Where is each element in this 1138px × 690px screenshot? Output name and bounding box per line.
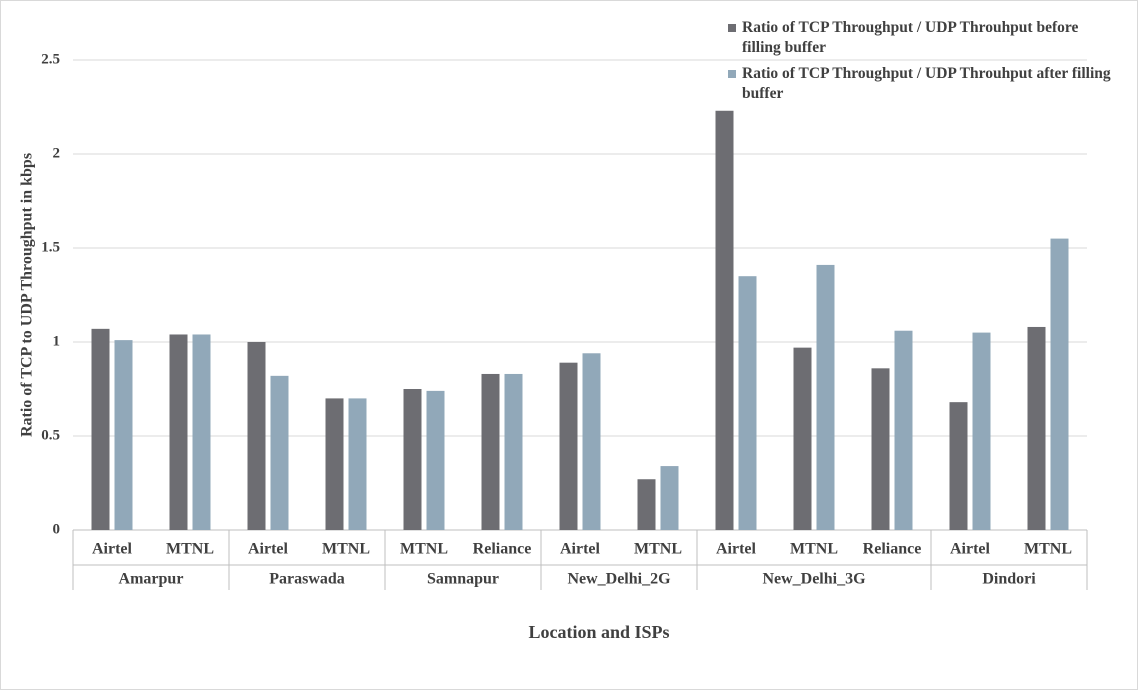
bar <box>637 479 656 530</box>
bar <box>559 362 578 530</box>
bar <box>192 334 211 530</box>
bar <box>481 373 500 530</box>
bar <box>949 402 968 530</box>
bar <box>325 398 344 530</box>
y-tick-label: 1 <box>53 333 61 349</box>
x-tick-label: MTNL <box>634 541 682 558</box>
x-tick-label: MTNL <box>400 541 448 558</box>
x-tick-label: MTNL <box>790 541 838 558</box>
x-tick-label: Airtel <box>248 541 289 558</box>
legend-label: Ratio of TCP Throughput / UDP Throuhput … <box>742 19 1079 56</box>
x-tick-label: MTNL <box>322 541 370 558</box>
legend-label: Ratio of TCP Throughput / UDP Throuhput … <box>742 65 1111 102</box>
bar <box>348 398 367 530</box>
bar <box>169 334 188 530</box>
x-tick-label: Reliance <box>863 541 922 558</box>
bar <box>426 390 445 530</box>
group-label: Dindori <box>982 571 1036 588</box>
x-tick-label: Airtel <box>716 541 757 558</box>
bar <box>403 389 422 530</box>
x-tick-label: MTNL <box>1024 541 1072 558</box>
y-axis-title: Ratio of TCP to UDP Throughput in kbps <box>19 153 36 437</box>
legend-swatch <box>728 24 736 32</box>
bar <box>793 347 812 530</box>
bar <box>715 110 734 530</box>
bar <box>582 353 601 530</box>
x-tick-label: Airtel <box>560 541 601 558</box>
x-axis-title: Location and ISPs <box>528 622 669 642</box>
bar <box>114 340 133 530</box>
group-label: Amarpur <box>119 571 184 588</box>
group-label: Samnapur <box>427 571 499 588</box>
y-tick-label: 0.5 <box>41 427 60 443</box>
bar <box>1050 238 1069 530</box>
legend-swatch <box>728 70 736 78</box>
bar <box>894 330 913 530</box>
group-label: New_Delhi_2G <box>567 571 671 588</box>
legend: Ratio of TCP Throughput / UDP Throuhput … <box>728 18 1118 110</box>
group-label: Paraswada <box>269 571 345 588</box>
x-tick-label: Airtel <box>950 541 991 558</box>
y-tick-label: 0 <box>53 521 61 537</box>
x-tick-label: Airtel <box>92 541 133 558</box>
bar <box>660 466 679 530</box>
bar <box>504 373 523 530</box>
x-tick-label: Reliance <box>473 541 532 558</box>
x-tick-label: MTNL <box>166 541 214 558</box>
y-tick-label: 2.5 <box>41 51 60 67</box>
bar <box>816 264 835 530</box>
y-tick-label: 1.5 <box>41 239 60 255</box>
bar <box>738 276 757 530</box>
bar <box>91 328 110 530</box>
bar <box>270 375 289 530</box>
bar <box>972 332 991 530</box>
group-label: New_Delhi_3G <box>762 571 866 588</box>
bar <box>247 342 266 530</box>
bar <box>1027 326 1046 530</box>
legend-item: Ratio of TCP Throughput / UDP Throuhput … <box>728 18 1118 58</box>
legend-item: Ratio of TCP Throughput / UDP Throuhput … <box>728 64 1118 104</box>
bar <box>871 368 890 530</box>
y-tick-label: 2 <box>53 145 61 161</box>
